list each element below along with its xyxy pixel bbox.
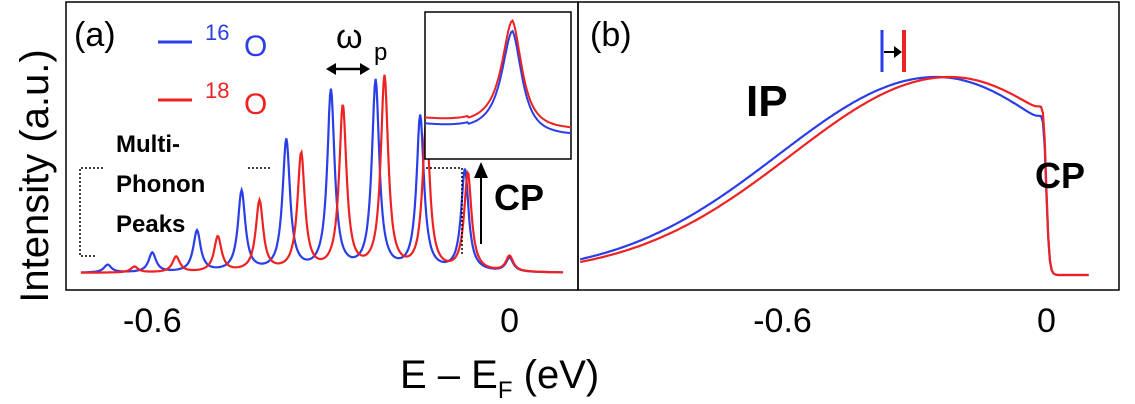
cp-label-b: CP <box>1035 155 1085 196</box>
cp-label-a: CP <box>494 177 544 218</box>
x-axis-label-main: E – E <box>400 353 498 397</box>
a-xtick-label-0: -0.6 <box>123 302 182 340</box>
shift-arrow-head <box>894 46 902 58</box>
omega-arrow-right-head <box>360 63 370 75</box>
multiphonon-line3: Peaks <box>116 211 185 238</box>
panel-a-curves <box>80 74 564 274</box>
a-xtick-label-1: 0 <box>500 302 519 340</box>
panel-b-label: (b) <box>590 16 632 54</box>
multiphonon-line2: Phonon <box>116 171 205 198</box>
legend: 16 O 18 O <box>158 20 267 121</box>
omega-p-annotation: ω p <box>326 18 387 75</box>
b-xtick-label-0: -0.6 <box>753 302 812 340</box>
omega-arrow-left-head <box>326 63 336 75</box>
y-axis-label: Intensity (a.u.) <box>13 49 57 302</box>
panel-a-label: (a) <box>74 16 116 54</box>
multiphonon-bracket: Multi- Phonon Peaks <box>79 131 463 257</box>
x-axis-label-unit: (eV) <box>513 353 600 397</box>
x-axis-label: E – EF (eV) <box>400 353 599 404</box>
series-b-18O-line <box>580 75 1089 277</box>
b-xtick-label-1: 0 <box>1037 302 1056 340</box>
legend-element-18: O <box>244 88 267 121</box>
inset-curves <box>424 18 572 135</box>
legend-mass-16: 16 <box>205 20 229 45</box>
inset-series-16O-line <box>424 29 572 135</box>
multiphonon-line1: Multi- <box>116 131 180 158</box>
ip-label: IP <box>746 77 788 126</box>
omega-subscript: p <box>374 39 387 66</box>
series-b-16O-line <box>579 75 1089 277</box>
inset-series-18O-line <box>424 18 572 129</box>
series-18O-line <box>80 74 564 274</box>
bracket-right <box>426 167 463 256</box>
panel-b-curves <box>579 75 1089 277</box>
legend-element-16: O <box>244 30 267 63</box>
shift-marker <box>880 30 906 72</box>
panel-b-frame <box>577 1 1120 291</box>
omega-symbol: ω <box>336 18 363 56</box>
cp-arrow-a: CP <box>474 162 544 244</box>
series-16O-line <box>80 78 564 274</box>
cp-arrow-head <box>474 162 488 178</box>
bracket-left <box>79 167 104 257</box>
legend-mass-18: 18 <box>205 78 229 103</box>
x-ticks: -0.6 0 -0.6 0 <box>123 302 1056 340</box>
x-axis-label-sub: F <box>498 377 513 404</box>
